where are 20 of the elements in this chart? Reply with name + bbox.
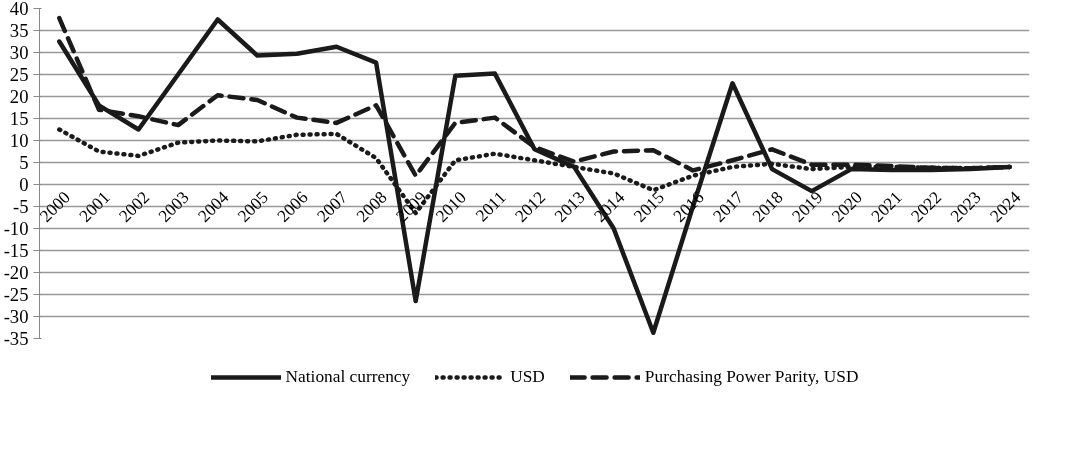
legend-label: National currency <box>285 367 411 387</box>
legend-label: Purchasing Power Parity, USD <box>644 367 859 387</box>
y-tick-label: -5 <box>12 196 29 217</box>
x-tick-label: 2011 <box>472 187 510 226</box>
y-tick-label: 20 <box>9 86 29 107</box>
y-tick-label: -15 <box>3 240 29 261</box>
y-tick-label: 40 <box>9 0 29 19</box>
y-tick-label: 10 <box>9 130 29 151</box>
y-tick-label: 0 <box>19 174 29 195</box>
y-tick-label: 30 <box>9 42 29 63</box>
y-tick-label: -30 <box>3 306 29 327</box>
legend-label: USD <box>510 367 545 387</box>
y-tick-label: 15 <box>9 108 29 129</box>
y-tick-label: -20 <box>3 262 29 283</box>
y-tick-label: -10 <box>3 218 29 239</box>
y-tick-label: -35 <box>3 328 29 349</box>
y-tick-label: 25 <box>9 64 29 85</box>
y-tick-label: 5 <box>19 152 29 173</box>
y-tick-label: -25 <box>3 284 29 305</box>
y-tick-label: 35 <box>9 20 29 41</box>
